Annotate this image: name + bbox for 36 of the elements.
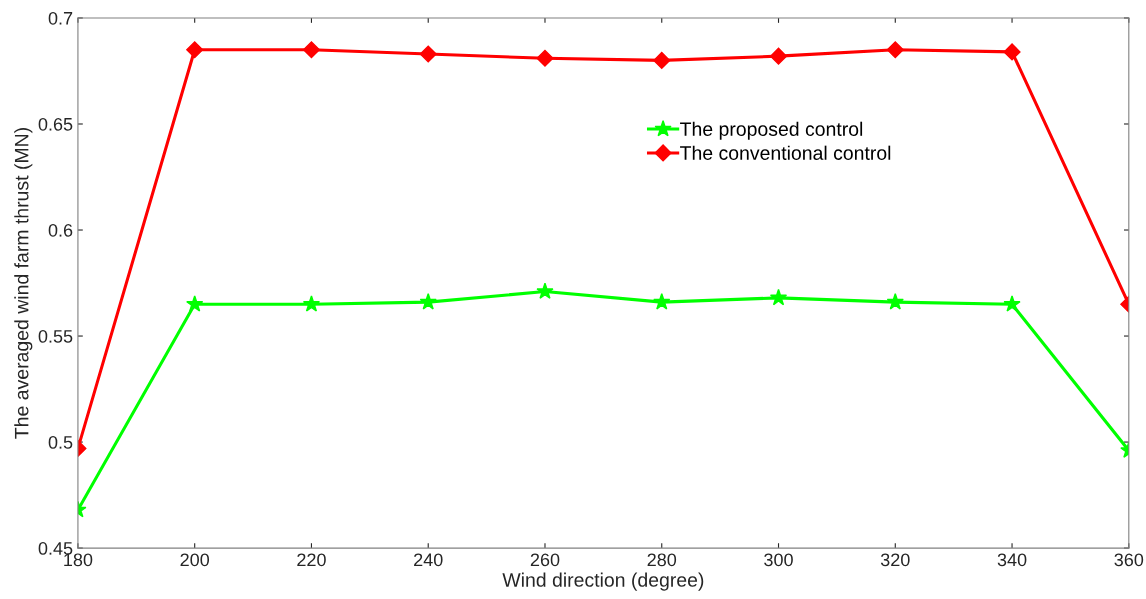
point [186, 41, 204, 59]
x-tick-label: 200 [180, 553, 210, 567]
y-tick-label: 0.55 [38, 329, 73, 343]
point [653, 51, 671, 69]
point [419, 293, 437, 310]
point [653, 293, 671, 310]
y-axis-title: The averaged wind farm thrust (MN) [14, 128, 33, 439]
point [769, 47, 788, 65]
legend-label: The proposed control [680, 121, 863, 140]
point [302, 41, 321, 59]
y-tick-label: 0.5 [48, 436, 73, 449]
x-tick-label: 300 [764, 553, 793, 567]
y-tick-label: 0.6 [48, 223, 73, 237]
y-tick-label: 0.7 [48, 11, 73, 25]
x-tick-label: 220 [297, 553, 326, 567]
point [186, 295, 204, 312]
point [1003, 43, 1021, 61]
x-tick-label: 180 [64, 553, 93, 567]
point [302, 295, 321, 312]
point [769, 288, 788, 306]
x-axis-title: Wind direction (degree) [502, 572, 704, 591]
x-tick-label: 260 [530, 553, 560, 567]
point [536, 282, 554, 299]
x-tick-label: 280 [647, 553, 677, 567]
y-tick-label: 0.65 [38, 117, 73, 131]
point [886, 293, 904, 310]
x-tick-label: 360 [1114, 553, 1144, 567]
x-tick-label: 240 [414, 553, 443, 567]
x-tick-label: 320 [880, 553, 910, 567]
point [536, 49, 554, 67]
x-tick-label: 340 [997, 553, 1027, 567]
point [886, 41, 904, 59]
point [1003, 295, 1021, 312]
y-tick-label: 0.45 [38, 542, 73, 555]
legend-label: The conventional control [680, 145, 891, 160]
point [419, 45, 437, 63]
